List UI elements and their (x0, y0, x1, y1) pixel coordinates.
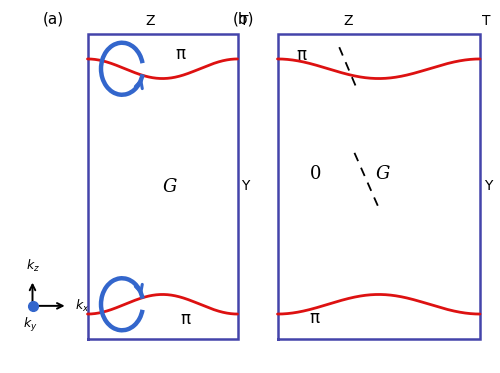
Text: T: T (240, 14, 248, 28)
Text: (b): (b) (232, 11, 254, 26)
Text: π: π (309, 309, 319, 327)
Text: G: G (163, 178, 177, 195)
Text: Z: Z (146, 14, 155, 28)
Text: G: G (376, 165, 390, 183)
Text: Y: Y (242, 179, 250, 194)
Text: $k_y$: $k_y$ (22, 316, 38, 334)
Text: 0: 0 (310, 165, 322, 183)
Text: Z: Z (344, 14, 353, 28)
Text: Y: Y (484, 179, 492, 194)
Text: $k_x$: $k_x$ (75, 298, 90, 314)
Text: $k_z$: $k_z$ (26, 258, 40, 274)
Text: π: π (176, 45, 186, 63)
Text: π: π (180, 310, 190, 328)
Text: T: T (482, 14, 491, 28)
Text: π: π (296, 46, 307, 64)
Text: (a): (a) (42, 11, 64, 26)
